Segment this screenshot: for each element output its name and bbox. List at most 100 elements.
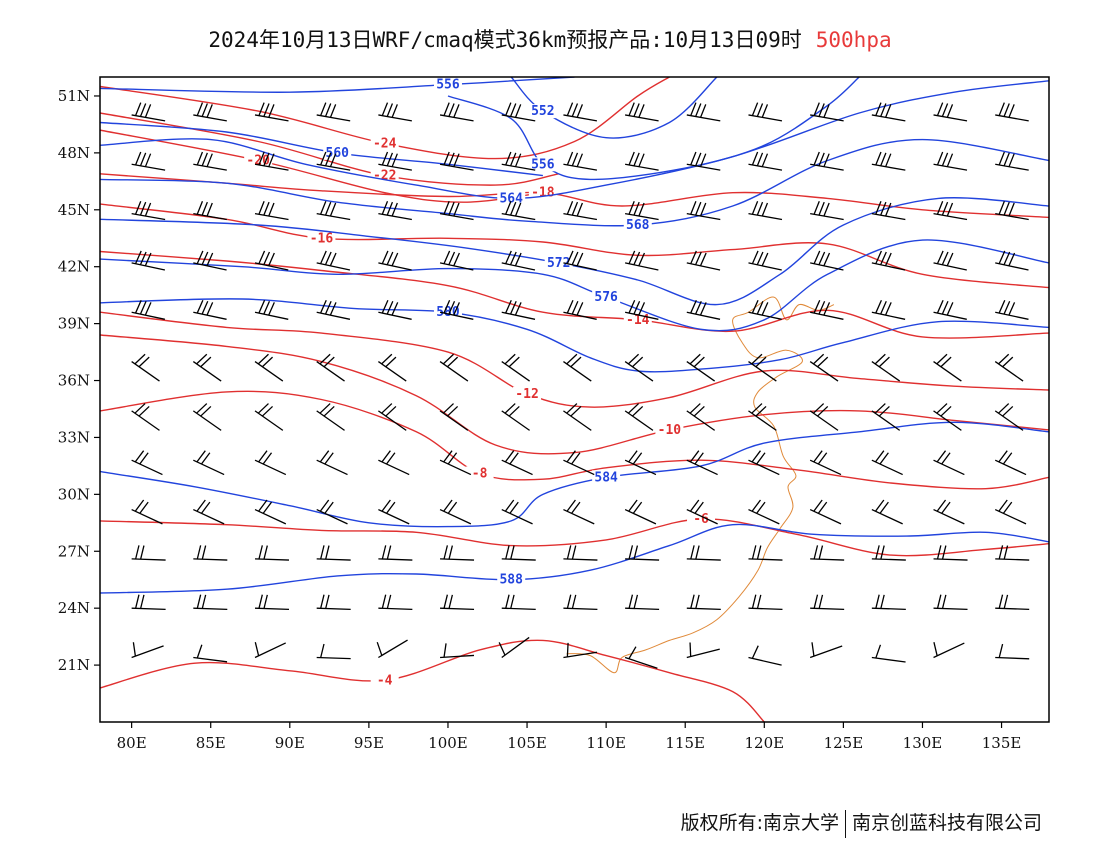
wind-barb xyxy=(131,594,166,611)
wind-barb xyxy=(193,151,227,171)
wind-barb xyxy=(439,250,474,271)
map-frame xyxy=(99,76,1050,723)
wind-barb xyxy=(686,403,716,431)
wind-barb xyxy=(871,299,906,320)
contour-label-bg xyxy=(323,145,352,160)
wind-barb xyxy=(439,102,474,122)
wind-barb xyxy=(563,594,598,611)
wind-barb xyxy=(933,353,962,382)
temperature-label: -4 xyxy=(377,673,393,688)
wind-barb xyxy=(254,102,289,122)
height-contour xyxy=(100,77,575,93)
wind-barb xyxy=(501,353,530,382)
wind-barb xyxy=(624,450,657,476)
wind-barb xyxy=(625,151,659,171)
wind-barb xyxy=(933,201,968,221)
contour-label-bg xyxy=(370,136,399,151)
wind-barb xyxy=(193,644,228,663)
wind-barb xyxy=(316,643,351,660)
wind-barb xyxy=(439,499,472,525)
wind-barb xyxy=(131,201,166,221)
wind-barb xyxy=(378,545,413,561)
wind-barb xyxy=(563,545,598,561)
contour-label-bg xyxy=(655,422,684,437)
height-label: 584 xyxy=(594,470,618,485)
wind-barb xyxy=(933,545,968,561)
wind-barb xyxy=(378,594,413,611)
contour-label-bg xyxy=(528,157,557,172)
wind-barb xyxy=(686,545,721,561)
x-tick-label: 80E xyxy=(117,734,147,752)
wind-barb xyxy=(254,250,289,271)
height-label: 552 xyxy=(531,104,554,119)
x-tick-label: 95E xyxy=(354,734,384,752)
y-tick-label: 51N xyxy=(58,87,90,105)
wind-barb xyxy=(501,450,533,476)
wind-barb xyxy=(563,642,598,659)
height-contour xyxy=(100,138,1049,227)
wind-barb xyxy=(193,102,227,122)
height-contour xyxy=(100,197,1049,306)
wind-barb xyxy=(625,201,659,221)
wind-barb xyxy=(994,450,1027,476)
wind-barb xyxy=(378,299,412,320)
wind-barb xyxy=(624,403,654,431)
temperature-contour xyxy=(100,250,1049,339)
wind-barb xyxy=(871,594,906,611)
temperature-contour xyxy=(100,334,1049,455)
wind-barb xyxy=(933,403,962,431)
wind-barb xyxy=(316,353,345,382)
wind-barb xyxy=(810,151,844,171)
wind-barb xyxy=(871,151,906,171)
wind-barb xyxy=(501,201,536,221)
height-label: 564 xyxy=(499,191,523,206)
temperature-label: -10 xyxy=(658,423,682,438)
wind-barb xyxy=(563,353,592,382)
contour-label-bg xyxy=(528,104,557,119)
wind-barb xyxy=(995,102,1029,122)
y-tick-label: 33N xyxy=(58,428,90,446)
y-tick-label: 21N xyxy=(58,656,90,674)
wind-barb xyxy=(995,594,1030,611)
wind-barb xyxy=(748,102,783,122)
wind-barb xyxy=(563,499,595,525)
wind-barb xyxy=(131,299,166,320)
height-contour xyxy=(447,77,860,181)
wind-barb xyxy=(748,151,783,171)
temperature-label: -22 xyxy=(373,169,396,184)
wind-barb xyxy=(316,201,351,221)
wind-barb xyxy=(994,353,1024,382)
temperature-contour xyxy=(100,518,1049,557)
y-tick-label: 36N xyxy=(58,372,90,390)
wind-barb xyxy=(994,403,1024,431)
contour-label-bg xyxy=(528,185,557,200)
wind-barb xyxy=(254,403,284,431)
wind-barb xyxy=(254,201,289,221)
wind-barb xyxy=(131,499,163,525)
wind-barb xyxy=(748,299,782,320)
wind-barb xyxy=(995,250,1029,271)
height-label: 560 xyxy=(326,146,350,161)
wind-barb xyxy=(995,201,1029,221)
temperature-contour xyxy=(100,639,765,722)
wind-barb xyxy=(440,545,475,561)
wind-barb xyxy=(686,250,721,271)
contour-label-bg xyxy=(497,191,526,206)
wind-barb xyxy=(563,151,598,171)
wind-barb xyxy=(316,545,351,561)
wind-barbs xyxy=(131,102,1030,669)
temperature-contour xyxy=(100,129,543,203)
wind-barb xyxy=(686,151,721,171)
wind-barb xyxy=(624,353,654,382)
wind-barb xyxy=(439,299,474,320)
x-tick-label: 135E xyxy=(982,734,1022,752)
wind-barb xyxy=(625,102,659,122)
wind-barb xyxy=(625,594,660,611)
wind-barb xyxy=(131,353,160,382)
wind-barb xyxy=(501,151,536,171)
height-contour xyxy=(100,239,1049,332)
wind-barb xyxy=(995,151,1029,171)
wind-barb xyxy=(439,450,472,476)
height-contour xyxy=(100,523,1049,594)
contour-label-bg xyxy=(592,470,621,485)
